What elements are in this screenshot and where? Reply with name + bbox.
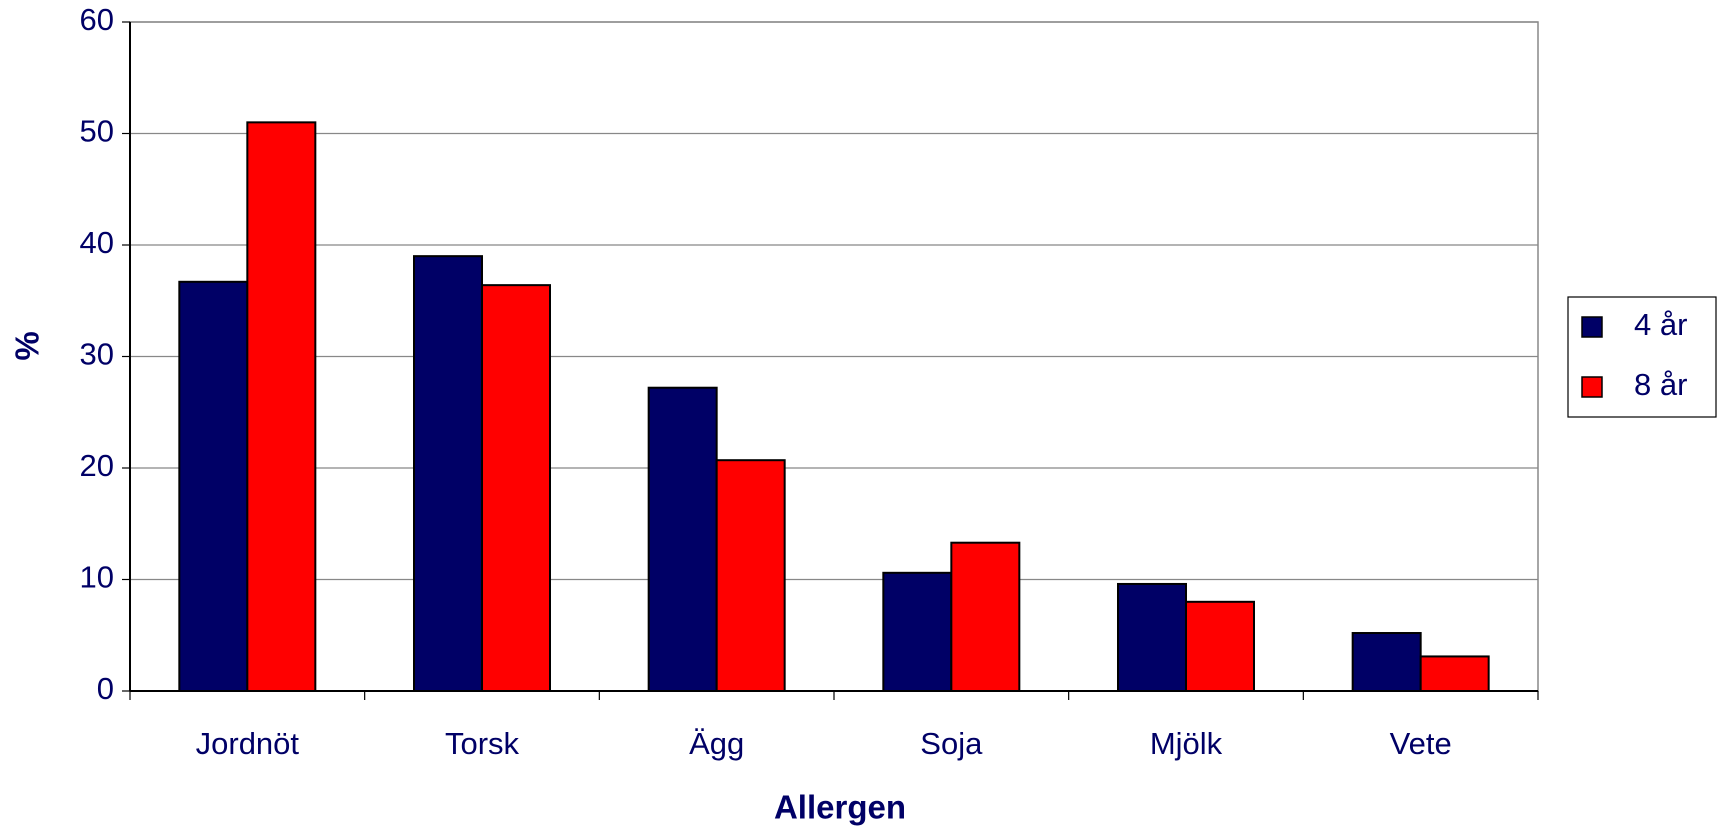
y-tick-label: 0 <box>97 671 114 706</box>
legend-label: 8 år <box>1634 367 1687 402</box>
y-tick-label: 40 <box>80 225 114 260</box>
bar <box>647 386 718 692</box>
x-tick-label: Vete <box>1390 726 1452 761</box>
bar <box>715 459 786 692</box>
bar <box>481 284 551 692</box>
legend-label: 4 år <box>1634 307 1687 342</box>
y-tick-label: 50 <box>80 114 114 149</box>
x-tick-label: Soja <box>920 726 983 761</box>
bar <box>178 280 249 692</box>
bar <box>413 255 483 692</box>
y-tick-label: 60 <box>80 2 114 37</box>
x-tick-label: Jordnöt <box>196 726 300 761</box>
y-tick-label: 20 <box>80 448 114 483</box>
x-tick-label: Mjölk <box>1150 726 1223 761</box>
y-axis-title: % <box>9 331 46 360</box>
bar <box>246 121 317 693</box>
legend-swatch <box>1581 376 1603 398</box>
bar <box>882 571 953 692</box>
x-tick-label: Torsk <box>445 726 520 761</box>
legend-swatch <box>1581 316 1603 338</box>
bar <box>1351 632 1422 693</box>
x-axis-title: Allergen <box>774 789 906 826</box>
bar <box>1117 582 1187 693</box>
y-tick-label: 10 <box>80 560 114 595</box>
bar <box>1419 655 1490 692</box>
x-tick-label: Ägg <box>689 726 744 761</box>
bar <box>1185 600 1255 692</box>
y-tick-label: 30 <box>80 337 114 372</box>
bar <box>950 541 1021 693</box>
